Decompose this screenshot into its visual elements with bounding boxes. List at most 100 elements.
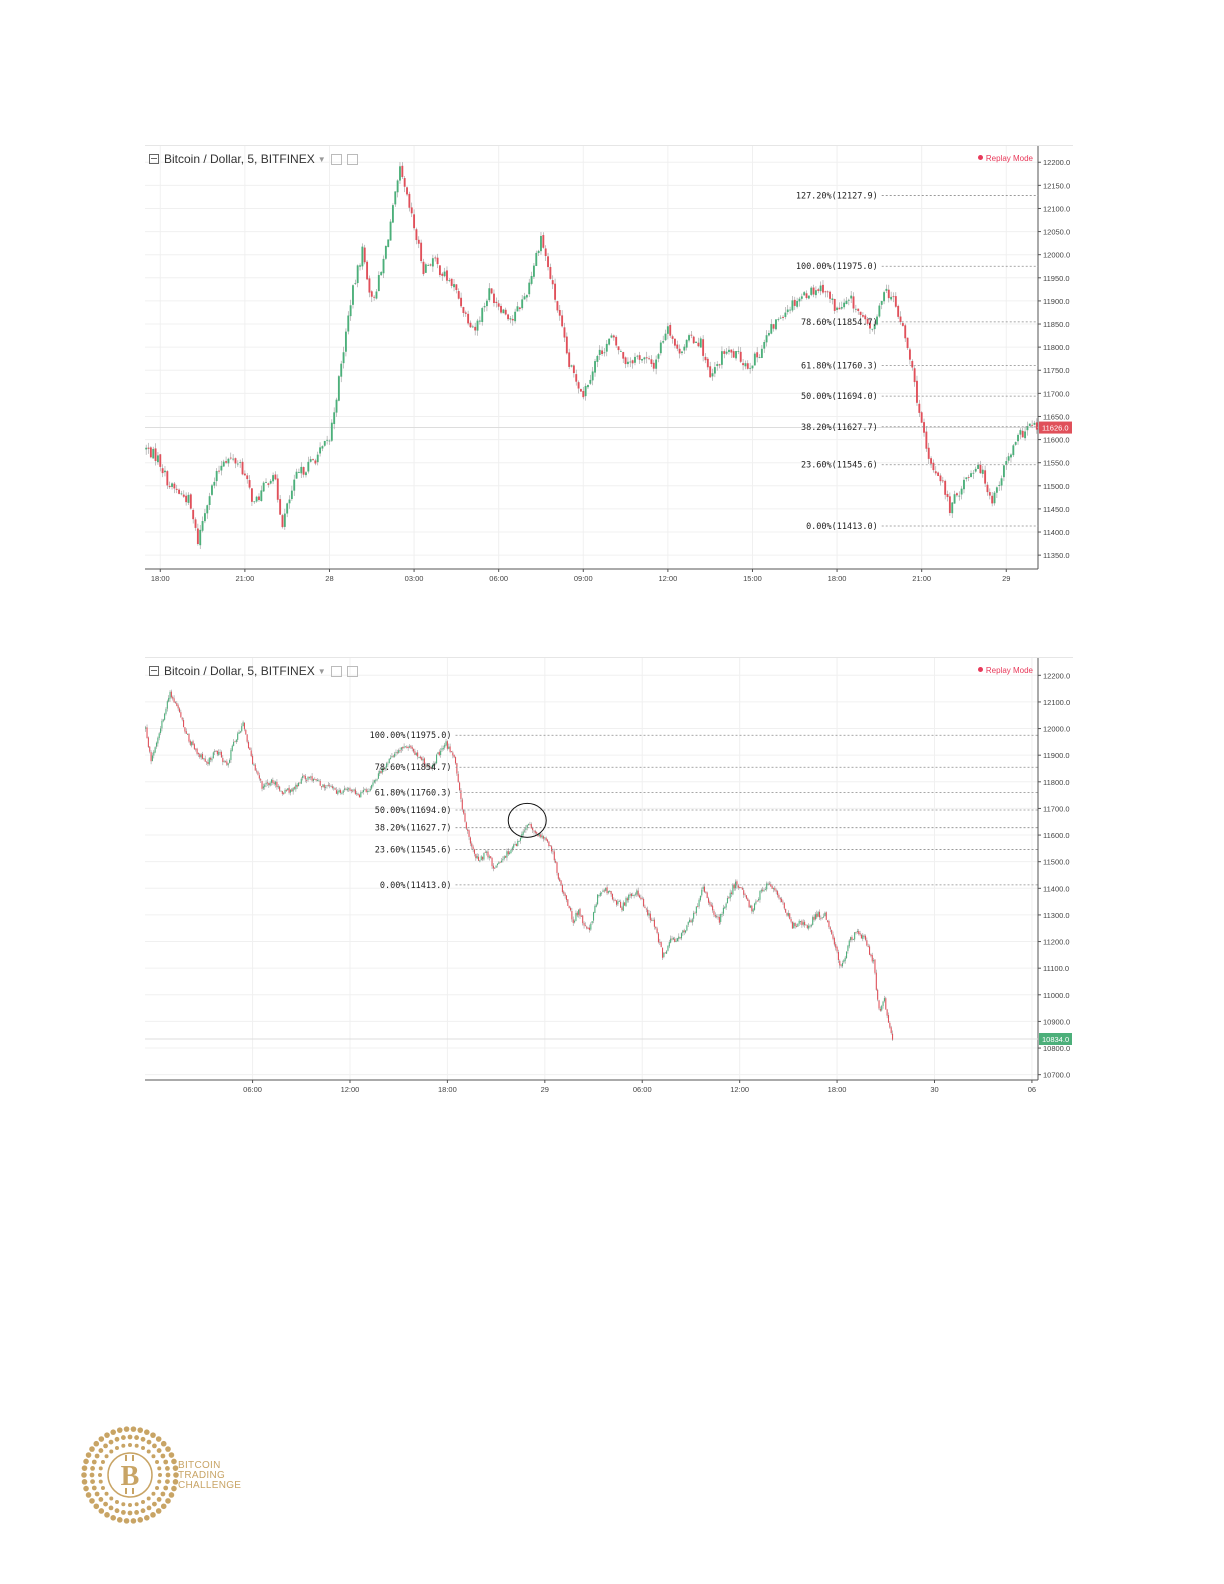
candle-body <box>843 960 845 963</box>
logo-dot <box>121 1435 126 1440</box>
candle-body <box>751 905 753 912</box>
candle-body <box>402 746 404 749</box>
candle-body <box>813 916 815 920</box>
candle-body <box>530 275 533 284</box>
collapse-icon[interactable] <box>149 154 159 164</box>
logo-dot <box>156 1497 162 1502</box>
candle-body <box>662 341 665 343</box>
logo-dot <box>114 1508 120 1514</box>
candle-body <box>557 873 559 879</box>
chevron-down-icon[interactable]: ▼ <box>317 154 326 164</box>
candle-body <box>461 799 463 810</box>
candle-body <box>556 862 558 873</box>
candle-body <box>686 925 688 931</box>
candle-body <box>192 741 194 745</box>
candle-body <box>238 731 240 734</box>
candle-body <box>1019 430 1022 435</box>
symbol-header[interactable]: Bitcoin / Dollar, 5, BITFINEX ▼ <box>149 664 358 678</box>
candle-body <box>485 300 488 307</box>
logo-dot <box>121 1502 126 1507</box>
candle-body <box>462 307 465 313</box>
settings-icon[interactable] <box>330 153 342 165</box>
logo-dot <box>89 1498 95 1504</box>
replay-mode-indicator[interactable]: Replay Mode <box>977 666 1033 675</box>
collapse-icon[interactable] <box>149 666 159 676</box>
candle-body <box>752 909 754 912</box>
candle-body <box>187 734 189 735</box>
candle-body <box>394 191 397 205</box>
candle-body <box>222 461 225 467</box>
logo-dot <box>98 1473 102 1477</box>
candle-body <box>307 461 310 472</box>
candle-body <box>314 460 317 464</box>
close-icon[interactable] <box>346 153 358 165</box>
price-tick-label: 11450.0 <box>1043 505 1070 514</box>
candle-body <box>787 913 789 916</box>
replay-mode-label: Replay Mode <box>985 666 1033 675</box>
candle-body <box>886 1009 888 1016</box>
candle-body <box>349 305 352 317</box>
price-tick-label: 11900.0 <box>1043 751 1070 760</box>
candle-body <box>453 284 455 288</box>
candle-body <box>805 924 807 926</box>
candle-body <box>467 829 469 831</box>
candle-body <box>722 907 724 914</box>
candle-body <box>380 771 382 774</box>
svg-text:B: B <box>121 1461 140 1492</box>
candle-body <box>434 762 436 764</box>
replay-mode-indicator[interactable]: Replay Mode <box>977 154 1033 163</box>
candle-body <box>629 894 631 896</box>
chart-panel-top: 12200.0 12150.0 12100.0 12050.0 12000.0 11950… <box>145 145 1073 583</box>
candle-body <box>145 447 148 450</box>
time-tick-label: 12:00 <box>658 574 677 583</box>
logo-dot <box>165 1498 171 1504</box>
price-tick-label: 11400.0 <box>1043 528 1070 537</box>
logo-dot <box>146 1449 151 1454</box>
candle-body <box>681 351 683 354</box>
candle-body <box>344 788 346 790</box>
candle-body <box>626 361 629 365</box>
candle-body <box>513 844 515 848</box>
candle-body <box>589 379 592 384</box>
chevron-down-icon[interactable]: ▼ <box>317 666 326 676</box>
close-icon[interactable] <box>346 665 358 677</box>
candle-body <box>526 824 528 828</box>
candle-body <box>602 890 604 892</box>
candle-body <box>798 920 800 924</box>
candle-body <box>594 906 596 913</box>
candle-body <box>718 364 721 366</box>
candle-body <box>653 919 655 927</box>
candle-body <box>793 922 795 929</box>
price-tick-label: 11200.0 <box>1043 938 1070 947</box>
candle-body <box>193 744 195 750</box>
candle-body <box>806 925 808 929</box>
candle-body <box>227 763 229 766</box>
candle-body <box>565 336 568 354</box>
candle-body <box>151 755 153 762</box>
candle-body <box>353 789 355 791</box>
logo-line-3: CHALLENGE <box>178 1480 242 1491</box>
price-tick-label: 11000.0 <box>1043 991 1070 1000</box>
candle-body <box>855 931 857 933</box>
candle-body <box>492 865 494 869</box>
logo-dot <box>81 1479 88 1485</box>
candle-body <box>692 336 695 344</box>
candle-body <box>295 784 297 790</box>
settings-icon[interactable] <box>330 665 342 677</box>
candle-body <box>497 303 500 307</box>
candle-body <box>714 914 716 917</box>
time-tick-label: 21:00 <box>235 574 254 583</box>
candle-body <box>626 898 628 901</box>
candle-body <box>843 302 846 308</box>
candle-body <box>615 336 618 346</box>
candle-body <box>814 290 817 296</box>
candle-body <box>326 785 328 787</box>
candle-body <box>532 265 535 277</box>
symbol-header[interactable]: Bitcoin / Dollar, 5, BITFINEX ▼ <box>149 152 358 166</box>
candle-body <box>862 935 864 940</box>
candle-body <box>828 921 830 928</box>
candle-body <box>519 838 522 841</box>
candle-body <box>587 928 589 930</box>
candle-body <box>877 989 879 1000</box>
logo-dot <box>150 1432 156 1438</box>
